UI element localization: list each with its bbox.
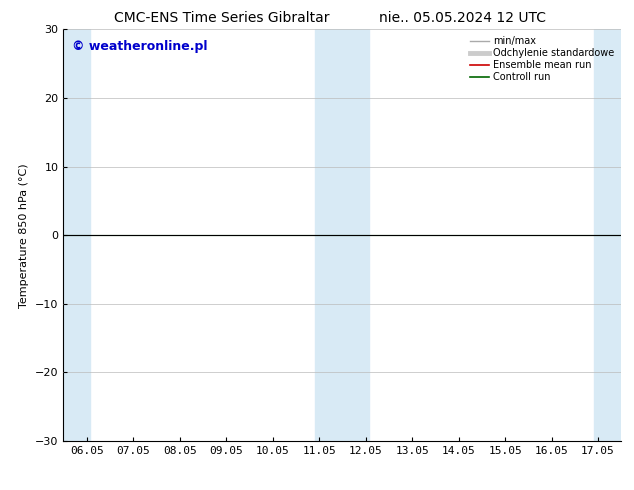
Bar — [315, 29, 370, 441]
Bar — [594, 29, 621, 441]
Text: nie.. 05.05.2024 12 UTC: nie.. 05.05.2024 12 UTC — [379, 11, 547, 25]
Text: © weatheronline.pl: © weatheronline.pl — [72, 40, 207, 53]
Bar — [63, 29, 91, 441]
Legend: min/max, Odchylenie standardowe, Ensemble mean run, Controll run: min/max, Odchylenie standardowe, Ensembl… — [468, 34, 616, 84]
Y-axis label: Temperature 850 hPa (°C): Temperature 850 hPa (°C) — [20, 163, 30, 308]
Text: CMC-ENS Time Series Gibraltar: CMC-ENS Time Series Gibraltar — [114, 11, 330, 25]
